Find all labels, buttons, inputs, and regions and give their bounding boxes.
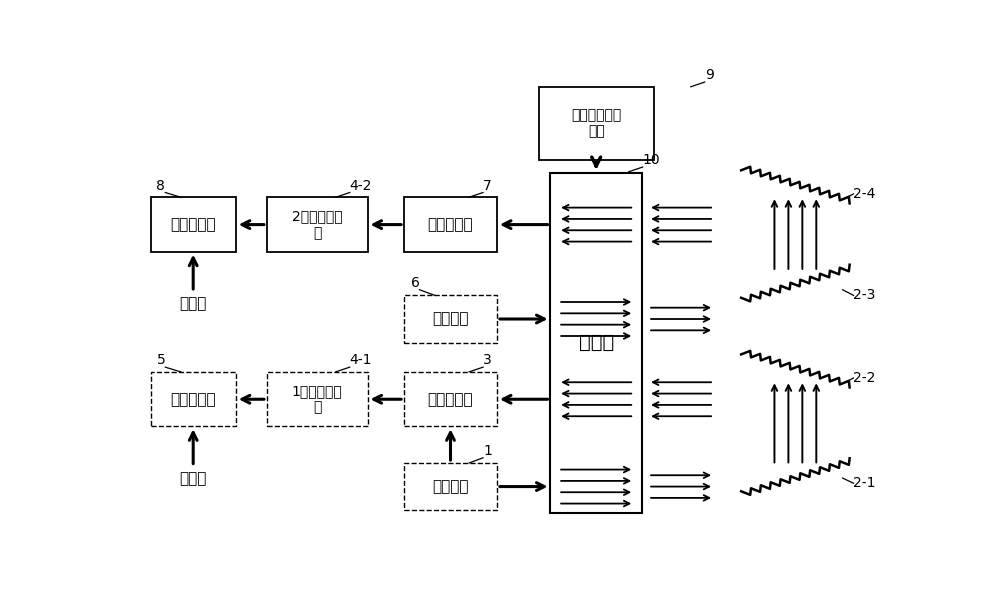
Text: 2-1: 2-1 [854,476,876,490]
Text: 标准值: 标准值 [180,471,207,486]
Bar [151,372,236,427]
Bar [267,372,368,427]
Bar [404,463,497,510]
Text: 水样室: 水样室 [579,333,614,352]
Bar [404,372,497,427]
Text: 紫光探测器: 紫光探测器 [428,217,473,232]
Text: 6: 6 [411,276,420,290]
Bar [404,295,497,343]
Bar [550,173,642,512]
Text: 绿光探测器: 绿光探测器 [428,392,473,407]
Text: 9: 9 [705,68,714,82]
Text: 1: 1 [483,444,492,458]
Text: 7: 7 [483,178,492,192]
Text: 4-1: 4-1 [350,353,372,367]
Text: 标准值: 标准值 [180,297,207,311]
Text: 1号锁相放大
器: 1号锁相放大 器 [292,384,343,414]
Bar [404,197,497,252]
Text: 绿光处理器: 绿光处理器 [170,392,216,407]
Text: 2-4: 2-4 [854,187,876,201]
Text: 紫光处理器: 紫光处理器 [170,217,216,232]
Text: 4-2: 4-2 [350,178,372,192]
Text: 10: 10 [643,153,660,167]
Bar [539,86,654,160]
Text: 5: 5 [157,353,165,367]
Text: 绿光光源: 绿光光源 [432,479,469,494]
Text: 3: 3 [483,353,492,367]
Bar [151,197,236,252]
Text: 8: 8 [156,178,165,192]
Bar [267,197,368,252]
Text: 2-2: 2-2 [854,371,876,385]
Text: 2号锁相放大
器: 2号锁相放大 器 [292,210,343,240]
Text: 2-3: 2-3 [854,288,876,302]
Text: 紫光光源: 紫光光源 [432,311,469,327]
Text: 自适应流速控
制器: 自适应流速控 制器 [571,108,621,138]
